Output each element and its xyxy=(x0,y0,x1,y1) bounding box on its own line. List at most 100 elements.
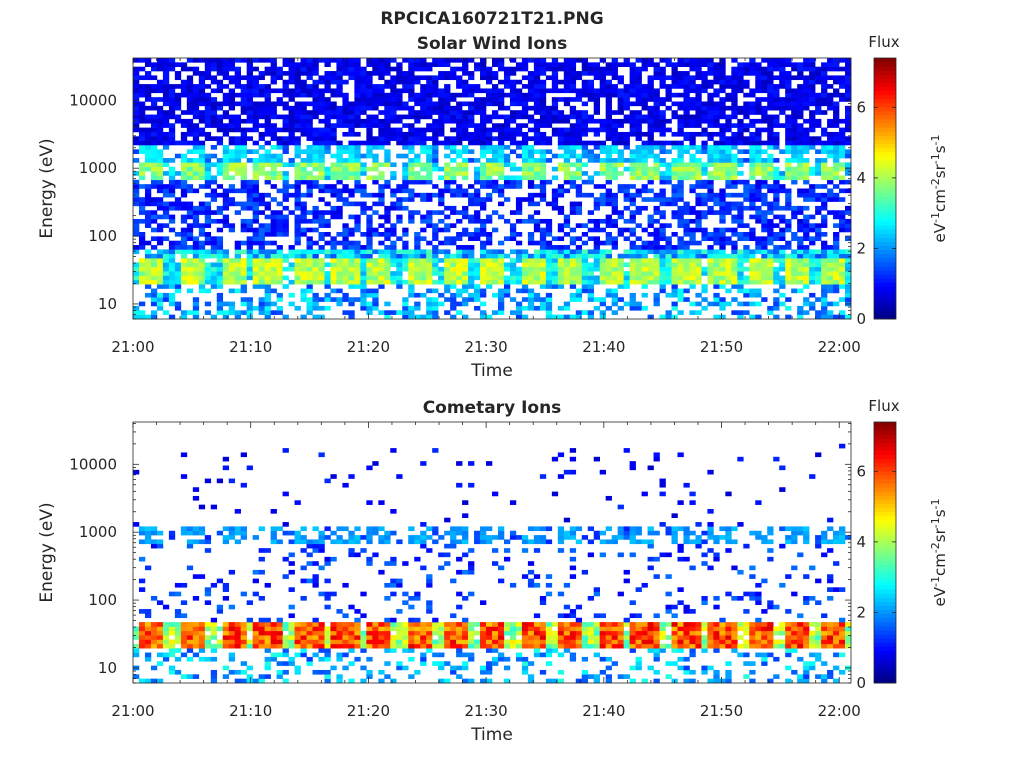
heatmap-cell xyxy=(611,84,618,89)
heatmap-cell xyxy=(533,66,541,72)
heatmap-cell xyxy=(216,205,224,211)
heatmap-cell xyxy=(629,266,636,272)
heatmap-cell xyxy=(677,171,684,176)
heatmap-cell xyxy=(138,162,146,168)
heatmap-cell xyxy=(641,197,648,202)
heatmap-cell xyxy=(444,258,451,263)
heatmap-cell xyxy=(324,88,331,94)
heatmap-cell xyxy=(785,97,792,102)
heatmap-cell xyxy=(605,179,612,185)
heatmap-cell xyxy=(186,166,194,172)
heatmap-cell xyxy=(252,305,259,311)
heatmap-cell xyxy=(306,249,313,255)
heatmap-cell xyxy=(420,179,427,185)
heatmap-cell xyxy=(156,266,164,272)
heatmap-cell xyxy=(264,232,271,237)
heatmap-cell xyxy=(192,136,200,141)
heatmap-cell xyxy=(725,271,732,276)
heatmap-cell xyxy=(246,266,253,272)
heatmap-cell xyxy=(773,188,780,194)
heatmap-cell xyxy=(617,62,624,67)
heatmap-cell xyxy=(138,314,146,320)
heatmap-cell xyxy=(737,110,744,115)
heatmap-cell xyxy=(509,279,517,285)
heatmap-cell xyxy=(737,123,744,128)
heatmap-cell xyxy=(486,232,493,237)
heatmap-cell xyxy=(833,166,840,172)
heatmap-cell xyxy=(438,62,445,67)
heatmap-cell xyxy=(749,258,756,263)
heatmap-cell xyxy=(318,131,325,137)
heatmap-cell xyxy=(270,210,277,215)
heatmap-cell xyxy=(133,79,140,85)
heatmap-cell xyxy=(312,240,319,246)
heatmap-cell xyxy=(845,210,852,215)
heatmap-cell xyxy=(593,218,600,224)
heatmap-cell xyxy=(288,88,295,94)
heatmap-cell xyxy=(282,205,289,211)
heatmap-cell xyxy=(384,236,391,241)
heatmap-cell xyxy=(162,171,170,176)
heatmap-cell xyxy=(228,136,236,141)
heatmap-cell xyxy=(515,210,523,215)
heatmap-cell xyxy=(192,205,200,211)
heatmap-cell xyxy=(701,179,708,185)
heatmap-cell xyxy=(420,110,427,115)
heatmap-cell xyxy=(557,127,565,133)
heatmap-cell xyxy=(348,62,355,67)
heatmap-cell xyxy=(719,297,726,302)
heatmap-cell xyxy=(432,184,439,189)
heatmap-cell xyxy=(821,184,828,189)
heatmap-cell xyxy=(312,79,319,85)
heatmap-cell xyxy=(366,92,373,98)
heatmap-cell xyxy=(833,140,840,146)
heatmap-cell xyxy=(318,214,325,220)
heatmap-cell xyxy=(384,158,391,163)
heatmap-cell xyxy=(282,218,289,224)
heatmap-cell xyxy=(785,131,792,137)
heatmap-cell xyxy=(695,171,702,176)
heatmap-cell xyxy=(827,210,834,215)
heatmap-cell xyxy=(575,249,583,255)
heatmap-cell xyxy=(839,145,846,150)
heatmap-cell xyxy=(486,275,493,281)
heatmap-cell xyxy=(258,279,265,285)
heatmap-cell xyxy=(480,258,487,263)
heatmap-cell xyxy=(402,179,409,185)
heatmap-cell xyxy=(294,140,301,146)
heatmap-cell xyxy=(845,114,852,120)
heatmap-cell xyxy=(156,271,164,276)
heatmap-cell xyxy=(468,258,475,263)
heatmap-cell xyxy=(671,101,678,107)
heatmap-cell xyxy=(653,292,660,298)
heatmap-cell xyxy=(396,97,403,102)
heatmap-cell xyxy=(198,118,206,124)
heatmap-cell xyxy=(462,62,469,67)
heatmap-cell xyxy=(509,179,517,185)
heatmap-cell xyxy=(240,279,247,285)
heatmap-cell xyxy=(833,271,840,276)
heatmap-cell xyxy=(689,136,696,141)
heatmap-cell xyxy=(402,262,409,268)
heatmap-cell xyxy=(773,253,780,259)
heatmap-cell xyxy=(593,75,600,81)
heatmap-cell xyxy=(156,58,164,63)
heatmap-cell xyxy=(366,258,373,263)
heatmap-cell xyxy=(150,279,158,285)
heatmap-cell xyxy=(330,279,337,285)
heatmap-cell xyxy=(515,253,523,259)
heatmap-cell xyxy=(288,140,295,146)
heatmap-cell xyxy=(515,201,523,207)
heatmap-cell xyxy=(569,71,577,76)
heatmap-cell xyxy=(270,271,277,276)
heatmap-cell xyxy=(462,227,469,233)
heatmap-cell xyxy=(515,88,523,94)
heatmap-cell xyxy=(486,266,493,272)
heatmap-cell xyxy=(563,79,571,85)
heatmap-cell xyxy=(150,158,158,163)
heatmap-cell xyxy=(306,110,313,115)
heatmap-cell xyxy=(725,97,732,102)
heatmap-cell xyxy=(611,145,618,150)
heatmap-cell xyxy=(414,210,421,215)
heatmap-cell xyxy=(240,201,247,207)
